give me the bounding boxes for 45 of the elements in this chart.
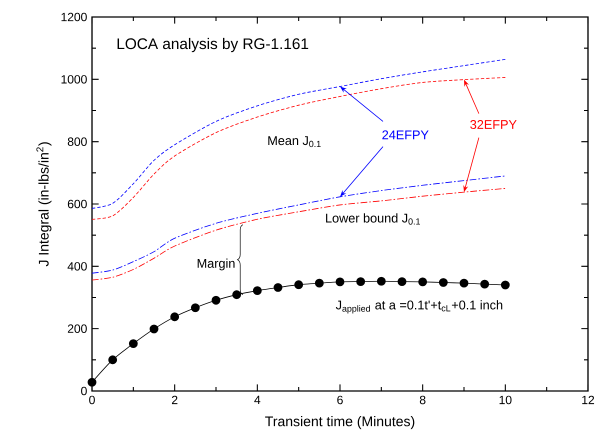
point (356, 277, 366, 286)
point (150, 324, 158, 334)
point (274, 283, 282, 292)
y-tick-label: 0 (81, 386, 87, 396)
point (232, 290, 242, 300)
annotation: 24EFPY (382, 130, 429, 140)
y-axis-title: J Integral (in-lbs/in$^{2}$) (36, 142, 52, 266)
y-tick-label: 200 (68, 324, 87, 333)
y-tick-label: 600 (68, 200, 87, 208)
y-tick-label: 400 (68, 262, 87, 271)
point (88, 378, 96, 387)
annotation: 32EFPY (470, 120, 517, 130)
annotation: Lower bound J$_{0.1}$ (326, 213, 420, 225)
point (438, 278, 448, 287)
y-tick-label: 800 (68, 137, 87, 146)
point (418, 278, 428, 286)
x-tick-label: 12 (582, 396, 594, 404)
point (252, 286, 262, 296)
point (336, 278, 344, 286)
line-series (92, 176, 506, 274)
point (170, 312, 180, 322)
y-tick-label: 1200 (62, 12, 87, 22)
x-tick-label: 8 (420, 396, 426, 404)
x-tick-label: 10 (500, 396, 512, 404)
point (376, 276, 386, 286)
point (460, 278, 468, 288)
point (128, 339, 138, 348)
x-tick-label: 0 (89, 396, 95, 404)
x-tick-label: 4 (254, 396, 260, 404)
annotation: LOCA analysis by RG-1.161 (118, 38, 308, 52)
point (480, 280, 490, 288)
y-tick-label: 1000 (62, 75, 87, 84)
point (294, 280, 304, 290)
annotation: Margin (198, 258, 235, 270)
x-tick-label: 6 (337, 396, 343, 404)
annotation: J$_{applied}$ at a =0.1t'+t$_{cL}$+0.1 inch (336, 300, 502, 314)
point (398, 277, 406, 286)
point (190, 303, 200, 312)
point (314, 278, 324, 288)
point (108, 355, 118, 364)
point (212, 296, 220, 305)
x-axis-title: Transient time (Minutes) (265, 416, 414, 430)
point (500, 280, 510, 290)
x-tick-label: 2 (172, 396, 178, 404)
annotation: Mean J$_{0.1}$ (268, 136, 321, 148)
